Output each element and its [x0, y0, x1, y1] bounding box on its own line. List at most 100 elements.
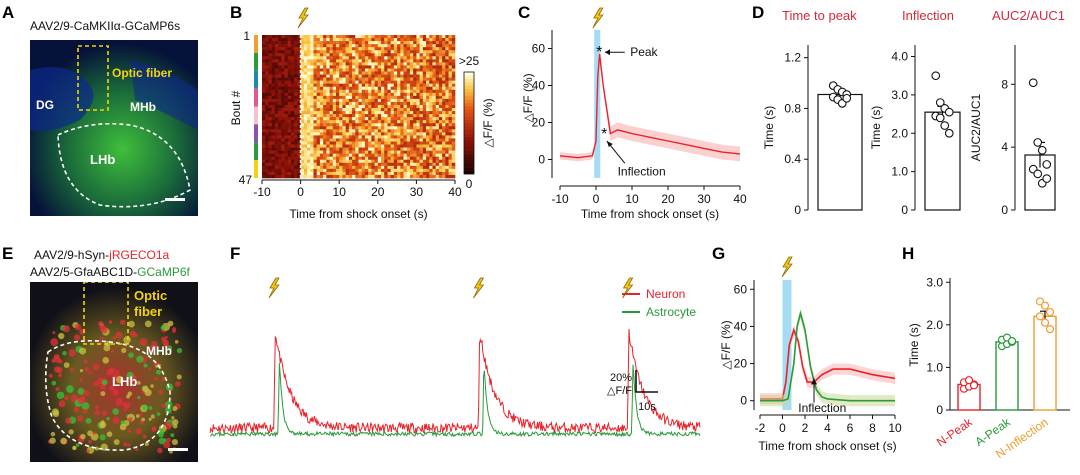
astrocyte-mean-trace — [760, 310, 895, 402]
heatmap-cell — [368, 92, 372, 97]
heatmap-cell — [294, 120, 298, 124]
heatmap-cell — [316, 68, 321, 72]
colorbar-segment — [464, 167, 474, 171]
heatmap-cell — [335, 56, 340, 60]
heatmap-cell — [432, 74, 436, 78]
heatmap-cell — [284, 44, 289, 48]
heatmap-cell — [413, 68, 417, 72]
heatmap-cell — [355, 65, 359, 69]
cell-dot — [142, 404, 149, 411]
cell-dot — [115, 369, 120, 375]
heatmap-cell — [374, 95, 379, 100]
heatmap-cell — [419, 77, 424, 81]
heatmap-cell — [384, 159, 388, 164]
heatmap-cell — [374, 56, 379, 60]
heatmap-cell — [381, 92, 385, 97]
cell-dot — [143, 363, 148, 368]
heatmap-cell — [451, 80, 456, 84]
heatmap-cell — [419, 153, 424, 157]
heatmap-cell — [400, 123, 404, 127]
heatmap-cell — [445, 101, 449, 106]
heatmap-cell — [406, 47, 411, 51]
heatmap-cell — [364, 77, 369, 81]
cell-dot — [120, 319, 126, 326]
heatmap-cell — [278, 35, 282, 39]
heatmap-cell — [387, 62, 391, 66]
heatmap-cell — [438, 92, 443, 97]
heatmap-cell — [313, 141, 317, 145]
heatmap-cell — [281, 104, 285, 109]
heatmap-cell — [400, 41, 404, 45]
heatmap-cell — [329, 174, 334, 179]
heatmap-cell — [397, 80, 401, 84]
heatmap-cell — [323, 117, 327, 121]
cell-dot — [72, 446, 77, 450]
heatmap-cell — [393, 156, 398, 161]
heatmap-cell — [352, 47, 356, 51]
heatmap-cell — [451, 114, 456, 118]
colorbar-max-label: >25 — [459, 54, 480, 68]
cell-dot — [58, 359, 63, 364]
heatmap-cell — [432, 162, 436, 167]
cell-dot — [139, 413, 143, 417]
heatmap-cell — [294, 117, 298, 121]
heatmap-cell — [316, 89, 321, 94]
heatmap-cell — [416, 35, 420, 39]
heatmap-cell — [303, 135, 308, 139]
heatmap-cell — [361, 53, 366, 57]
heatmap-cell — [348, 92, 353, 97]
heatmap-cell — [377, 89, 382, 94]
heatmap-cell — [451, 35, 456, 39]
heatmap-cell — [345, 62, 350, 66]
heatmap-cell — [348, 77, 353, 81]
heatmap-cell — [426, 123, 430, 127]
heatmap-cell — [406, 80, 411, 84]
heatmap-cell — [442, 156, 446, 161]
heatmap-cell — [342, 129, 346, 133]
heatmap-cell — [319, 147, 324, 151]
heatmap-cell — [419, 86, 424, 91]
panel-letter-g: G — [712, 244, 726, 263]
heatmap-cell — [429, 53, 433, 57]
heatmap-cell — [352, 159, 356, 164]
heatmap-cell — [403, 117, 408, 121]
heatmap-cell — [300, 95, 305, 100]
heatmap-cell — [361, 65, 366, 69]
heatmap-cell — [303, 168, 308, 173]
heatmap-cell — [371, 77, 375, 81]
heatmap-cell — [371, 101, 375, 106]
heatmap-cell — [445, 68, 449, 72]
heatmap-cell — [409, 56, 414, 60]
heatmap-cell — [377, 144, 382, 148]
heatmap-cell — [406, 104, 411, 109]
heatmap-cell — [307, 129, 311, 133]
heatmap-cell — [406, 59, 411, 63]
heatmap-cell — [429, 138, 433, 142]
heatmap-cell — [284, 95, 289, 100]
heatmap-cell — [361, 86, 366, 91]
heatmap-cell — [307, 120, 311, 124]
heatmap-cell — [426, 171, 430, 176]
heatmap-cell — [381, 74, 385, 78]
heatmap-cell — [300, 126, 305, 130]
heatmap-cell — [406, 50, 411, 54]
heatmap-cell — [339, 114, 343, 118]
d-y-tick-label: 0 — [794, 203, 801, 217]
heatmap-cell — [442, 120, 446, 124]
heatmap-cell — [271, 68, 276, 72]
c-y-tick-label: 40 — [532, 79, 546, 93]
g-y-tick-label: 20 — [734, 357, 748, 371]
heatmap-cell — [400, 65, 404, 69]
heatmap-cell — [397, 98, 401, 103]
heatmap-cell — [413, 50, 417, 54]
cell-dot — [56, 366, 63, 374]
heatmap-cell — [335, 77, 340, 81]
heatmap-cell — [419, 165, 424, 170]
heatmap-cell — [387, 165, 391, 170]
heatmap-cell — [451, 53, 456, 57]
heatmap-cell — [268, 44, 272, 48]
heatmap-cell — [387, 47, 391, 51]
heatmap-cell — [377, 86, 382, 91]
heatmap-cell — [426, 156, 430, 161]
cell-dot — [112, 408, 119, 415]
